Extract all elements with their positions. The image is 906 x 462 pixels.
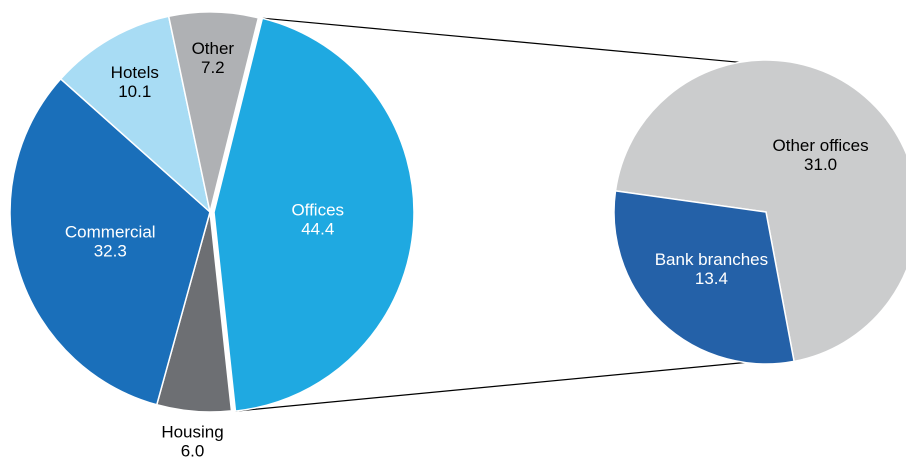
slice-bank-branches	[613, 189, 795, 365]
connector-top	[262, 17, 740, 63]
main-pie	[9, 11, 415, 413]
slice-other	[167, 11, 260, 213]
label-commercial: Commercial 32.3	[65, 222, 156, 260]
detail-pie	[613, 59, 906, 365]
connector-bottom	[235, 361, 745, 412]
label-other-offices: Other offices 31.0	[773, 136, 869, 174]
connector-lines	[235, 17, 745, 412]
label-bank-branches: Bank branches 13.4	[655, 250, 768, 288]
label-other: Other 7.2	[192, 39, 235, 77]
label-hotels: Hotels 10.1	[111, 63, 159, 101]
slice-hotels	[59, 15, 212, 215]
label-offices: Offices 44.4	[291, 200, 344, 238]
slice-offices	[213, 17, 415, 412]
label-housing: Housing 6.0	[161, 422, 223, 460]
slice-commercial	[9, 77, 211, 406]
slice-labels: Offices 44.4 Housing 6.0 Commercial 32.3 Hotel…	[65, 39, 869, 460]
